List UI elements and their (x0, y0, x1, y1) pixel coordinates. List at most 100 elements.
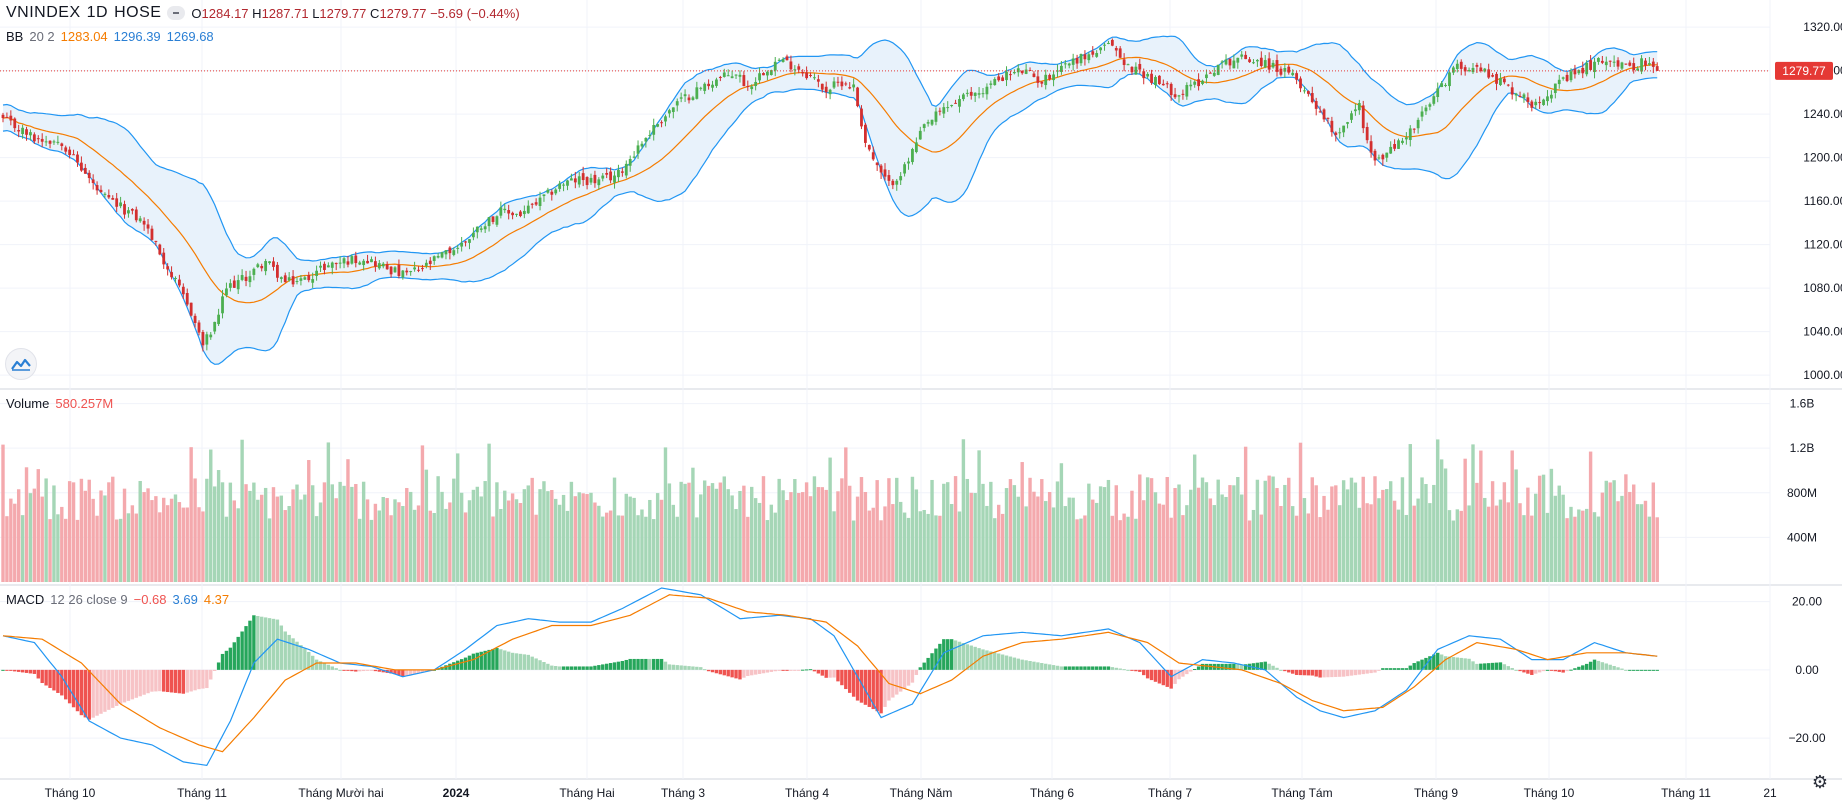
macd-hist-bar (252, 615, 256, 670)
candle-body (1259, 57, 1263, 66)
symbol-name[interactable]: VNINDEX (6, 4, 81, 21)
candle-body (244, 276, 248, 281)
volume-bar (1584, 508, 1589, 582)
macd-hist-bar (452, 662, 456, 670)
candle-body (715, 79, 718, 86)
candle-body (605, 173, 609, 175)
volume-legend[interactable]: Volume 580.257M (6, 396, 113, 411)
macd-hist-bar (52, 669, 56, 691)
volume-bar (597, 505, 601, 582)
candle-body (695, 87, 699, 99)
volume-bar (655, 493, 660, 582)
macd-hist-bar (1381, 668, 1385, 670)
candle-body (1553, 83, 1557, 94)
macd-hist-bar (581, 666, 585, 670)
macd-hist-bar (412, 669, 417, 675)
candle-body (1448, 72, 1451, 87)
candle-body (1644, 60, 1647, 66)
volume-bar (1557, 485, 1561, 582)
interval[interactable]: 1D (86, 4, 109, 21)
candle-body (550, 191, 554, 195)
macd-hist-bar (1020, 659, 1024, 670)
volume-bar (64, 518, 68, 582)
volume-bar (103, 495, 107, 582)
macd-hist-bar (746, 669, 750, 676)
macd-hist-bar (111, 669, 115, 708)
candle-body (1416, 119, 1420, 129)
candle-body (354, 255, 358, 264)
macd-hist-bar (789, 669, 793, 671)
volume-bar (1, 444, 5, 582)
volume-bar (875, 480, 879, 582)
volume-bar (181, 507, 186, 582)
volume-bar (1157, 503, 1162, 582)
candle-body (13, 118, 17, 129)
macd-hist-bar (1643, 669, 1648, 671)
volume-bar (252, 482, 256, 582)
macd-hist-bar (369, 669, 374, 671)
candle-body (1012, 71, 1016, 74)
macd-hist-bar (620, 660, 625, 670)
volume-bar (75, 519, 80, 582)
volume-bar (757, 502, 762, 582)
volume-bar (1569, 506, 1573, 582)
macd-hist-bar (162, 669, 166, 692)
macd-hist-bar (1189, 669, 1193, 672)
candle-body (1138, 63, 1142, 70)
tradingview-logo-icon[interactable] (5, 348, 37, 380)
macd-hist-bar (1628, 669, 1632, 671)
gear-icon[interactable]: ⚙ (1811, 772, 1828, 792)
volume-bar (679, 481, 683, 582)
volume-bar (1651, 482, 1656, 582)
volume-bar (781, 490, 785, 582)
candle-body (1, 114, 5, 119)
macd-legend[interactable]: MACD 12 26 close 9 −0.68 3.69 4.37 (6, 592, 229, 607)
volume-bar (146, 488, 150, 582)
macd-hist-value: −0.68 (133, 592, 167, 607)
macd-hist-bar (816, 669, 821, 674)
macd-hist-bar (1063, 666, 1068, 670)
candle-body (1028, 69, 1032, 71)
volume-bar (546, 491, 550, 582)
macd-hist-bar (949, 639, 954, 670)
volume-bar (377, 510, 382, 582)
volume-bar (761, 476, 766, 582)
volume-bar (138, 480, 142, 582)
volume-bar (444, 508, 448, 582)
bb-legend[interactable]: BB 20 2 1283.04 1296.39 1269.68 (6, 29, 214, 44)
macd-hist-bar (24, 669, 29, 673)
candle-body (738, 74, 742, 77)
candle-body (170, 272, 173, 278)
candle-body (679, 97, 683, 99)
collapse-legend-button[interactable] (167, 6, 186, 20)
candle-body (840, 81, 844, 87)
volume-bar (212, 486, 217, 582)
macd-hist-bar (87, 669, 91, 720)
macd-hist-bar (463, 657, 468, 670)
macd-hist-bar (260, 616, 264, 670)
volume-bar (232, 500, 236, 582)
candle-body (1404, 137, 1408, 140)
volume-bar (636, 515, 640, 582)
volume-bar (1498, 499, 1503, 582)
volume-bar (1240, 494, 1244, 582)
volume-bar (185, 507, 189, 582)
candle-body (950, 104, 954, 107)
candle-body (299, 278, 303, 281)
candle-body (1095, 53, 1099, 57)
macd-hist-bar (1557, 669, 1561, 672)
volume-bar (702, 480, 707, 582)
candle-body (456, 247, 460, 249)
candle-body (1346, 122, 1349, 124)
macd-hist-bar (1522, 669, 1526, 673)
volume-bar (1608, 482, 1612, 582)
volume-bar (483, 481, 487, 582)
volume-bar (1459, 510, 1463, 582)
volume-bar (526, 485, 530, 582)
volume-bar (436, 476, 440, 582)
volume-bar (1385, 489, 1389, 582)
volume-bar (346, 459, 350, 582)
candle-body (899, 176, 903, 181)
macd-hist-bar (577, 666, 581, 670)
